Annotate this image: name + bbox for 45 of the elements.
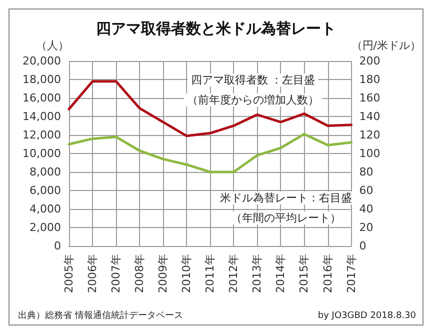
y2-tick-label: 140 xyxy=(359,110,380,123)
y-tick-label: 18,000 xyxy=(22,73,61,86)
x-tick-label: 2005年 xyxy=(62,254,76,293)
x-tick-label: 2013年 xyxy=(250,254,264,293)
y-tick-label: 20,000 xyxy=(22,54,61,68)
y2-tick-label: 120 xyxy=(359,128,380,142)
y-tick-label: 6,000 xyxy=(30,184,61,197)
x-tick-label: 2007年 xyxy=(110,254,123,293)
x-tick-label: 2010年 xyxy=(180,254,194,293)
y-tick-label: 14,000 xyxy=(22,110,61,123)
line-series xyxy=(68,132,353,174)
x-tick-label: 2011年 xyxy=(204,254,217,293)
y2-tick-label: 200 xyxy=(359,54,380,68)
x-tick-label: 2012年 xyxy=(227,254,240,293)
x-tick-label: 2014年 xyxy=(274,254,288,293)
y2-tick-label: 180 xyxy=(359,73,380,86)
y-tick-label: 10,000 xyxy=(22,147,61,160)
y-axis-title: （人） xyxy=(36,39,69,52)
y-tick-label: 2,000 xyxy=(30,221,61,234)
annotation: 四アマ取得者数 ：左目盛 xyxy=(190,74,316,86)
y-tick-label: 4,000 xyxy=(30,202,61,216)
y2-tick-label: 60 xyxy=(359,184,374,197)
x-tick-label: 2015年 xyxy=(298,254,311,293)
x-tick-label: 2016年 xyxy=(321,254,334,293)
y-tick-label: 16,000 xyxy=(22,92,61,104)
y2-tick-label: 160 xyxy=(359,92,380,104)
chart-title: 四アマ取得者数と米ドル為替レート xyxy=(96,20,336,38)
x-tick-label: 2006年 xyxy=(86,254,100,293)
annotation: 米ドル為替レート：右目盛 xyxy=(220,192,352,204)
x-tick-label: 2017年 xyxy=(344,254,358,293)
y-tick-label: 0 xyxy=(54,240,61,252)
y2-tick-label: 80 xyxy=(359,166,374,178)
text: by JO3GBD 2018.8.30 xyxy=(318,311,416,321)
y2-tick-label: 0 xyxy=(359,240,366,252)
y2-tick-label: 100 xyxy=(359,147,380,160)
x-tick-label: 2008年 xyxy=(133,254,146,293)
annotation: （前年度からの増加人数） xyxy=(187,94,319,106)
annotation: （年間の平均レート） xyxy=(231,212,341,224)
y2-tick-label: 40 xyxy=(359,202,374,216)
y-tick-label: 12,000 xyxy=(22,128,61,142)
x-tick-label: 2009年 xyxy=(156,254,170,293)
y2-tick-label: 20 xyxy=(359,221,374,234)
source-note: 出典）総務省 情報通信統計データベース xyxy=(18,310,183,321)
y-tick-label: 8,000 xyxy=(30,166,61,178)
y2-axis-title: （円/米ドル） xyxy=(351,39,422,52)
